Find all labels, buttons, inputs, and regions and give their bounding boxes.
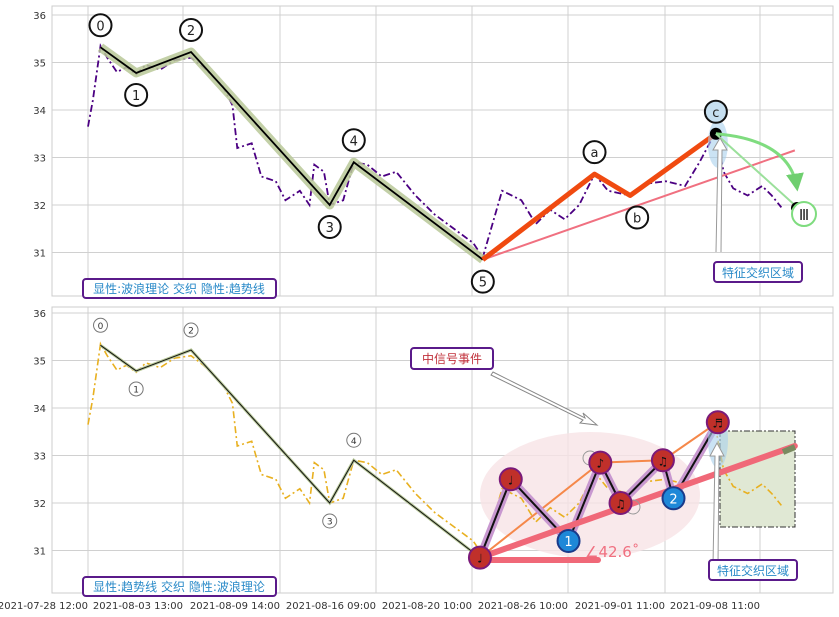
mode-legend-box (82, 278, 277, 299)
y-tick-label: 35 (33, 59, 46, 70)
wave-label: 3 (326, 221, 334, 236)
abc-correction-line (481, 131, 718, 262)
annotation-box (708, 559, 798, 581)
y-tick-label: 34 (33, 106, 46, 117)
x-tick-label: 2021-09-08 11:00 (670, 601, 760, 612)
trendline-tail (781, 444, 797, 455)
wave-label: 4 (350, 134, 358, 149)
mode-legend-label: 显性:波浪理论 交织 隐性:趋势线 (93, 281, 265, 296)
signal-glyph: ♪ (596, 457, 604, 471)
wave-label: 1 (133, 385, 139, 395)
projection-label-circle (791, 201, 817, 227)
signal-glyph: ♩ (477, 552, 483, 566)
y-tick-label: 32 (33, 201, 46, 212)
wave-label-circle (88, 13, 113, 38)
signal-glyph: ♫ (658, 454, 669, 468)
signal-marker (498, 467, 523, 492)
signal-glyph: 2 (669, 492, 677, 507)
annotation-label: 特征交织区域 (717, 563, 789, 578)
wave-label: c (712, 106, 719, 121)
annotation-box (713, 261, 803, 283)
wave-label: 2 (188, 327, 194, 337)
signal-glyph: ♫ (615, 497, 626, 511)
wave-label: 5 (479, 276, 487, 291)
signal-marker (467, 545, 492, 570)
projection-label: Ⅲ (799, 206, 809, 224)
wave-label: a (591, 146, 599, 161)
annotation-arrow (709, 441, 725, 566)
annotation-label: 特征交织区域 (722, 265, 794, 280)
signal-glyph: 1 (564, 535, 572, 550)
signal-event-box (410, 347, 494, 370)
wave-label-circle (179, 18, 204, 43)
x-tick-label: 2021-09-01 11:00 (575, 601, 665, 612)
wave-label: 4 (351, 437, 357, 447)
wave-label: 0 (98, 322, 104, 332)
y-tick-label: 34 (33, 404, 46, 415)
x-tick-label: 2021-08-16 09:00 (286, 601, 376, 612)
angle-label: ∠42.6˚ (585, 543, 639, 561)
signal-marker (588, 450, 613, 475)
interweave-box (719, 430, 796, 528)
mode-legend-label: 显性:趋势线 交织 隐性:波浪理论 (93, 579, 265, 594)
signal-event-label: 中信号事件 (422, 351, 482, 366)
signal-marker (705, 410, 730, 435)
wave-label-circle (582, 140, 607, 165)
wave-label-circle (703, 99, 728, 124)
signal-marker (661, 486, 686, 511)
wave-label: 3 (327, 518, 333, 528)
wave-label-circle (317, 215, 342, 239)
x-tick-label: 2021-08-26 10:00 (478, 601, 568, 612)
x-tick-label: 2021-07-28 12:00 (0, 601, 88, 612)
y-tick-label: 31 (33, 547, 46, 558)
y-tick-label: 31 (33, 249, 46, 260)
wave-label-circle (346, 432, 362, 448)
wave-label-circle (128, 381, 144, 397)
elliott-wave-line (100, 344, 481, 559)
trendline (482, 149, 796, 261)
wave-label-circle (183, 322, 199, 338)
wave-label: b (633, 212, 641, 227)
y-tick-label: 33 (33, 452, 46, 463)
mode-legend-box (82, 576, 277, 597)
signal-event-arrow (490, 371, 599, 426)
wave-label-circle (93, 317, 109, 333)
wave-label-circle (341, 128, 366, 153)
y-tick-label: 36 (33, 11, 46, 22)
y-tick-label: 35 (33, 357, 46, 368)
projection-line (715, 133, 799, 209)
y-tick-label: 33 (33, 154, 46, 165)
x-tick-label: 2021-08-03 13:00 (93, 601, 183, 612)
signal-glyph: ♬ (712, 416, 723, 430)
signal-marker (556, 529, 581, 553)
signal-marker (608, 491, 633, 515)
elliott-wave-line (99, 46, 484, 261)
wave-label-circle (124, 82, 149, 107)
signal-glyph: ♩ (508, 473, 514, 487)
y-tick-label: 32 (33, 499, 46, 510)
projection-arrow (715, 132, 804, 192)
wave-label-circle (322, 513, 338, 529)
wave-label: 1 (132, 89, 140, 104)
wave-label: 2 (187, 24, 195, 39)
annotation-arrow (712, 137, 728, 253)
wave-label: 0 (96, 19, 104, 34)
signal-marker (650, 448, 675, 473)
y-tick-label: 36 (33, 309, 46, 320)
wave-label-circle (625, 205, 650, 230)
x-tick-label: 2021-08-20 10:00 (382, 601, 472, 612)
x-tick-label: 2021-08-09 14:00 (190, 601, 280, 612)
wave-label-circle (470, 269, 495, 294)
